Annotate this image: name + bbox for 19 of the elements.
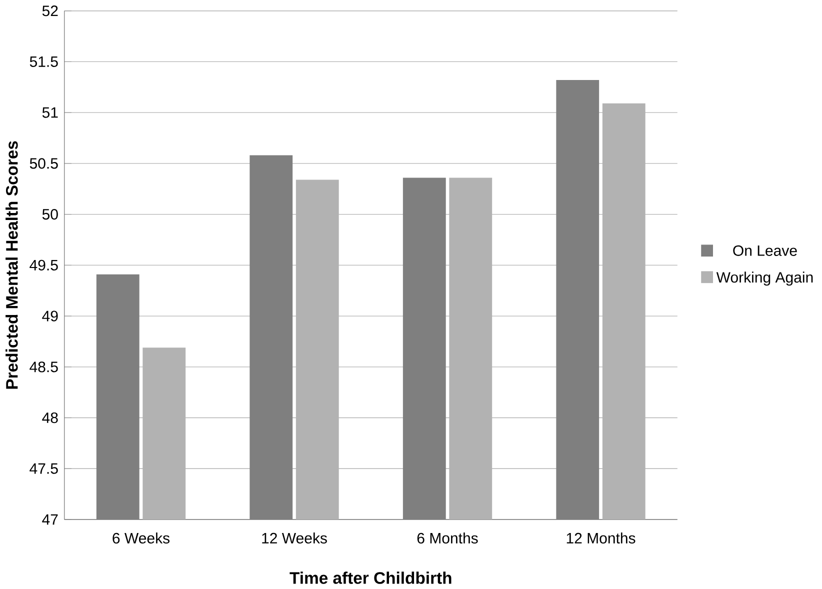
x-tick-label: 12 Months (566, 532, 636, 544)
y-tick-label: 48.5 (30, 361, 58, 372)
y-tick-label: 49.5 (30, 260, 58, 270)
y-tick-label: 48 (42, 412, 58, 423)
legend-label: Working Again (716, 271, 813, 286)
x-tick-label: 6 Weeks (112, 532, 170, 544)
y-tick-label: 51 (42, 107, 58, 118)
x-axis-title: Time after Childbirth (290, 571, 452, 584)
y-tick-label: 51.5 (30, 56, 58, 67)
y-axis-title: Predicted Mental Health Scores (6, 140, 18, 388)
y-tick-label: 47.5 (30, 463, 58, 474)
legend-label: On Leave (733, 245, 797, 256)
y-tick-label: 52 (42, 5, 58, 16)
x-tick-label: 12 Weeks (262, 532, 327, 544)
x-tick-label: 6 Months (417, 532, 478, 544)
y-tick-label: 50.5 (30, 158, 58, 169)
y-tick-label: 47 (42, 514, 58, 524)
y-tick-label: 50 (42, 208, 58, 220)
y-tick-label: 49 (42, 310, 58, 322)
